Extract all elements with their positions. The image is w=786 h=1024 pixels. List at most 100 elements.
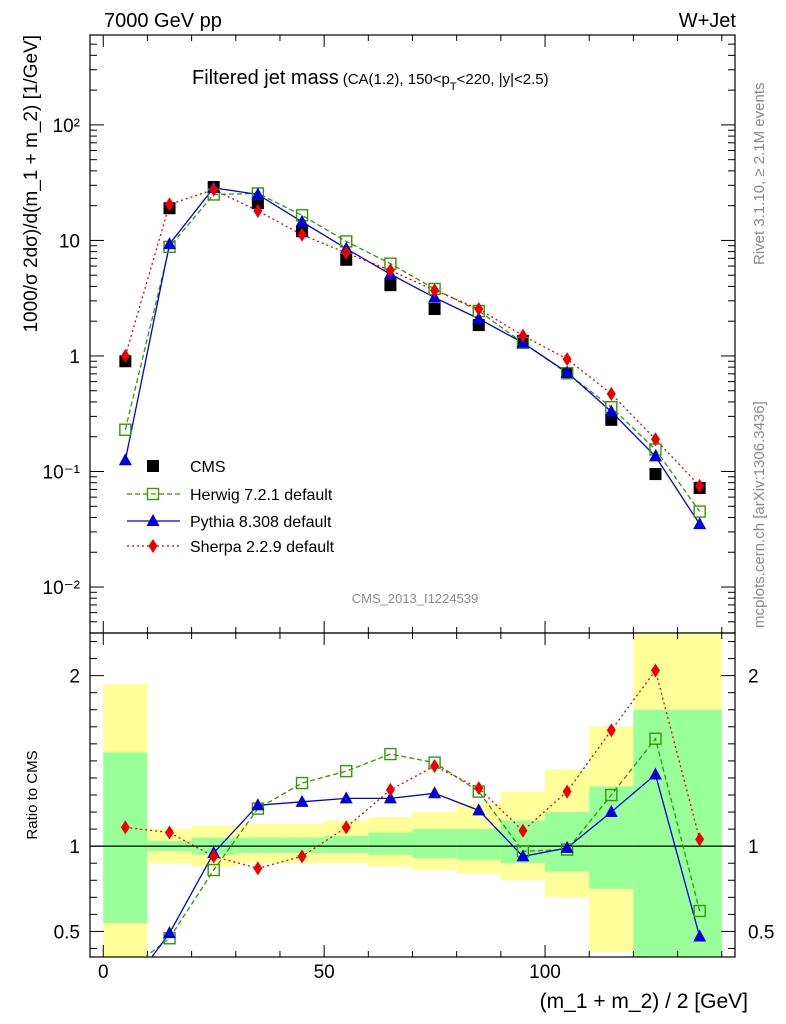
data-point-0	[605, 413, 618, 426]
data-point-3	[297, 227, 307, 242]
ratio-point-1	[693, 929, 707, 942]
data-point-2	[472, 311, 486, 324]
data-point-3	[253, 203, 263, 218]
ratio-point-1	[119, 986, 132, 998]
ratio-point-0	[693, 904, 706, 918]
legend-label: CMS	[190, 459, 226, 476]
stat-uncertainty-band	[103, 752, 148, 923]
data-point-3	[385, 263, 395, 278]
ratio-point-2	[430, 759, 440, 774]
ratio-point-1	[251, 798, 265, 811]
ratio-point-2	[341, 820, 351, 835]
ratio-point-1	[383, 791, 397, 804]
main-title-small-a: (CA(1.2), 150<p	[343, 71, 450, 88]
data-point-0	[384, 279, 397, 292]
data-point-3	[650, 432, 660, 447]
x-tick-label: 0	[98, 962, 109, 983]
ratio-point-1	[516, 849, 530, 862]
stat-uncertainty-band	[633, 709, 678, 957]
data-point-2	[648, 449, 662, 462]
data-point-3	[562, 352, 572, 367]
data-point-2	[163, 237, 177, 250]
main-y-axis-label: 1000/σ 2dσ)/d(m_1 + m_2) [1/GeV]	[21, 35, 42, 333]
ratio-y-tick-label: 1	[69, 837, 80, 858]
data-point-3	[209, 182, 219, 197]
ratio-point-2	[253, 861, 263, 876]
y-tick-label: 10²	[53, 116, 80, 137]
ratio-y-tick-label-right: 0.5	[748, 922, 774, 943]
ratio-point-0	[605, 788, 618, 802]
data-point-2	[693, 517, 707, 530]
stat-uncertainty-band	[412, 829, 457, 859]
ratio-y-tick-label: 0.5	[54, 922, 80, 943]
data-point-2	[251, 187, 265, 200]
ratio-line-0	[144, 737, 701, 957]
y-tick-label: 10⁻²	[43, 578, 81, 599]
data-point-3	[120, 348, 130, 363]
legend-label: Pythia 8.308 default	[190, 514, 332, 531]
stat-uncertainty-band	[235, 837, 280, 853]
main-title: Filtered jet mass (CA(1.2), 150<pT<220, |…	[192, 67, 549, 93]
ratio-series	[119, 663, 707, 998]
ratio-point-2	[606, 723, 616, 738]
y-tick-label: 10	[59, 231, 80, 252]
ratio-point-0	[120, 967, 131, 978]
stat-uncertainty-band	[456, 829, 501, 860]
data-point-0	[251, 197, 264, 210]
legend: CMS Herwig 7.2.1 default Pythia 8.308 defa…	[127, 459, 335, 556]
x-axis-label: (m_1 + m_2) / 2 [GeV]	[540, 990, 748, 1013]
data-point-2	[118, 453, 132, 466]
y-tick-label: 1	[69, 347, 80, 368]
ratio-point-0	[340, 764, 353, 778]
y-tick-label: 10⁻¹	[43, 462, 81, 483]
ratio-point-2	[562, 784, 572, 799]
ratio-point-2	[518, 823, 528, 838]
stat-uncertainty-band	[279, 837, 325, 853]
data-point-0	[649, 468, 662, 481]
x-tick-label: 50	[314, 962, 335, 983]
header-right-label: W+Jet	[679, 10, 737, 32]
ratio-point-1	[560, 840, 574, 853]
legend-label: Sherpa 2.2.9 default	[190, 539, 335, 556]
ratio-y-tick-label: 2	[69, 667, 80, 688]
analysis-watermark: CMS_2013_I1224539	[352, 591, 479, 606]
ratio-point-2	[297, 849, 307, 864]
ratio-point-2	[385, 782, 395, 797]
ratio-y-tick-label-right: 2	[748, 667, 759, 688]
ratio-panel: 0 50 100 0.5 0.5 1 1 2 2	[54, 632, 774, 998]
ratio-point-1	[295, 794, 309, 807]
data-point-0	[428, 302, 441, 315]
legend-marker	[146, 514, 160, 526]
stat-uncertainty-band	[589, 786, 634, 889]
main-title-big: Filtered jet mass	[192, 67, 339, 89]
ratio-point-1	[428, 786, 442, 799]
main-title-small-b: <220, |y|<2.5)	[457, 71, 549, 88]
ratio-point-2	[474, 781, 484, 796]
ratio-y-tick-label-right: 1	[748, 837, 759, 858]
data-point-3	[606, 386, 616, 401]
data-point-3	[695, 478, 705, 493]
series-line-3	[124, 188, 701, 487]
ratio-bands	[103, 633, 722, 957]
ratio-point-0	[207, 863, 220, 877]
ratio-point-1	[472, 803, 486, 816]
stat-uncertainty-band	[324, 835, 369, 853]
legend-label: Herwig 7.2.1 default	[190, 487, 333, 504]
series-line-1	[124, 192, 701, 512]
stat-uncertainty-band	[368, 832, 413, 855]
main-title-sub: T	[450, 81, 457, 93]
ratio-point-0	[384, 747, 397, 761]
data-point-1	[693, 505, 706, 518]
x-tick-label: 100	[529, 962, 561, 983]
ratio-point-2	[209, 849, 219, 864]
data-point-3	[341, 245, 351, 260]
header-left-label: 7000 GeV pp	[104, 10, 222, 32]
legend-marker	[146, 487, 160, 501]
ratio-point-0	[649, 732, 662, 745]
ratio-line-1	[151, 773, 701, 957]
main-frame	[89, 34, 736, 634]
data-point-3	[474, 301, 484, 316]
ratio-line-2	[125, 669, 701, 869]
legend-marker	[147, 460, 159, 472]
